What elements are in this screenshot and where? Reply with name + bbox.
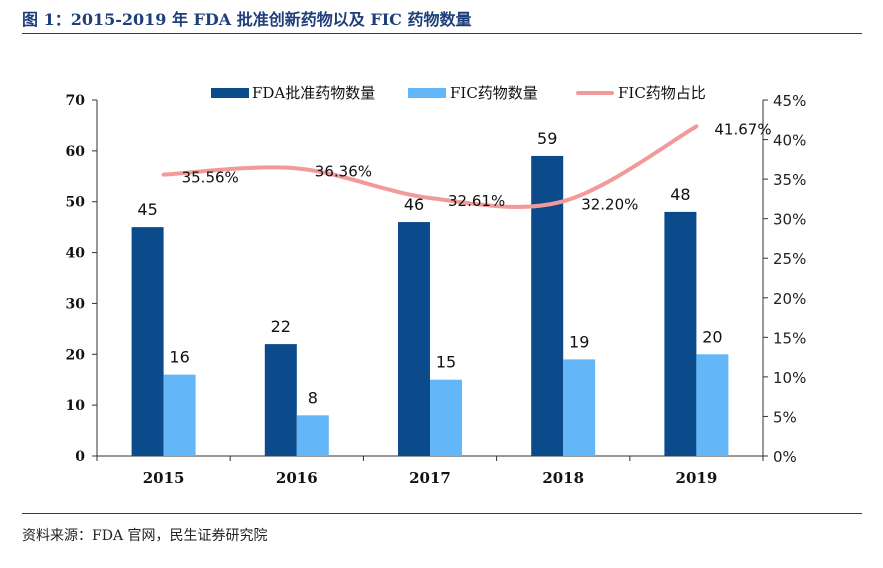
legend: FDA批准药物数量 FIC药物数量 FIC药物占比 <box>211 84 706 102</box>
bar-fic <box>563 359 596 456</box>
bar-fic-label: 8 <box>308 388 318 407</box>
source-rule <box>22 513 862 514</box>
legend-swatch-fda <box>211 88 249 98</box>
bar-fda <box>131 227 164 456</box>
axes: 0 10 20 30 40 50 60 70 0% 5% 10% 15% 20% 25% 30% 35% 40%… <box>66 92 807 487</box>
ratio-line <box>161 124 699 209</box>
x-tick-label: 2019 <box>676 469 718 487</box>
left-tick-label: 60 <box>66 144 86 160</box>
left-tick-label: 40 <box>66 246 86 262</box>
bar-fda-label: 59 <box>537 129 557 148</box>
x-tick-label: 2015 <box>143 469 185 487</box>
right-tick-label: 0% <box>773 448 797 466</box>
ratio-label: 32.61% <box>448 192 505 210</box>
ratio-line-path <box>161 124 699 209</box>
bar-fic <box>696 354 729 456</box>
bar-fda <box>264 344 297 456</box>
data-labels: 45 16 22 8 46 15 59 19 48 20 35.56% 36.36% 32.61% 32.… <box>137 120 771 407</box>
left-tick-label: 20 <box>66 347 86 363</box>
bar-fic <box>163 374 196 456</box>
ratio-label: 35.56% <box>182 169 239 187</box>
right-tick-label: 40% <box>773 132 806 150</box>
left-tick-label: 30 <box>66 296 86 312</box>
bar-fda-label: 22 <box>271 317 291 336</box>
title-rule <box>22 33 862 34</box>
bar-fic-label: 19 <box>569 332 589 351</box>
legend-label-fic: FIC药物数量 <box>450 84 538 102</box>
bar-fic <box>296 415 329 456</box>
legend-label-fda: FDA批准药物数量 <box>252 84 375 102</box>
left-tick-label: 0 <box>75 449 85 465</box>
right-tick-label: 30% <box>773 211 806 229</box>
x-tick-label: 2017 <box>409 469 451 487</box>
bar-fda <box>398 222 430 456</box>
ratio-label: 36.36% <box>315 162 372 180</box>
bar-fic <box>430 379 462 456</box>
bar-fda-label: 45 <box>137 200 157 219</box>
bar-fic-label: 20 <box>702 327 722 346</box>
ratio-label: 32.20% <box>581 195 638 213</box>
right-tick-label: 25% <box>773 250 806 268</box>
bar-fda-label: 46 <box>404 195 424 214</box>
left-tick-label: 50 <box>66 195 86 211</box>
left-tick-label: 10 <box>66 398 86 414</box>
legend-swatch-fic <box>408 88 446 98</box>
bar-fda-label: 48 <box>670 185 690 204</box>
ratio-label: 41.67% <box>714 120 771 138</box>
right-tick-label: 20% <box>773 290 806 308</box>
figure-title: 图 1：2015-2019 年 FDA 批准创新药物以及 FIC 药物数量 <box>22 10 472 29</box>
right-tick-label: 10% <box>773 369 806 387</box>
bar-fda <box>664 211 697 456</box>
right-tick-label: 35% <box>773 171 806 189</box>
right-tick-label: 15% <box>773 329 806 347</box>
right-tick-label: 45% <box>773 92 806 110</box>
bars <box>131 155 729 456</box>
left-tick-label: 70 <box>66 93 86 109</box>
legend-label-ratio: FIC药物占比 <box>618 84 706 102</box>
bar-fic-label: 16 <box>169 348 189 367</box>
x-tick-label: 2018 <box>542 469 584 487</box>
source-note: 资料来源：FDA 官网，民生证券研究院 <box>22 528 268 544</box>
right-tick-label: 5% <box>773 408 797 426</box>
bar-fic-label: 15 <box>436 353 456 372</box>
x-tick-label: 2016 <box>276 469 318 487</box>
